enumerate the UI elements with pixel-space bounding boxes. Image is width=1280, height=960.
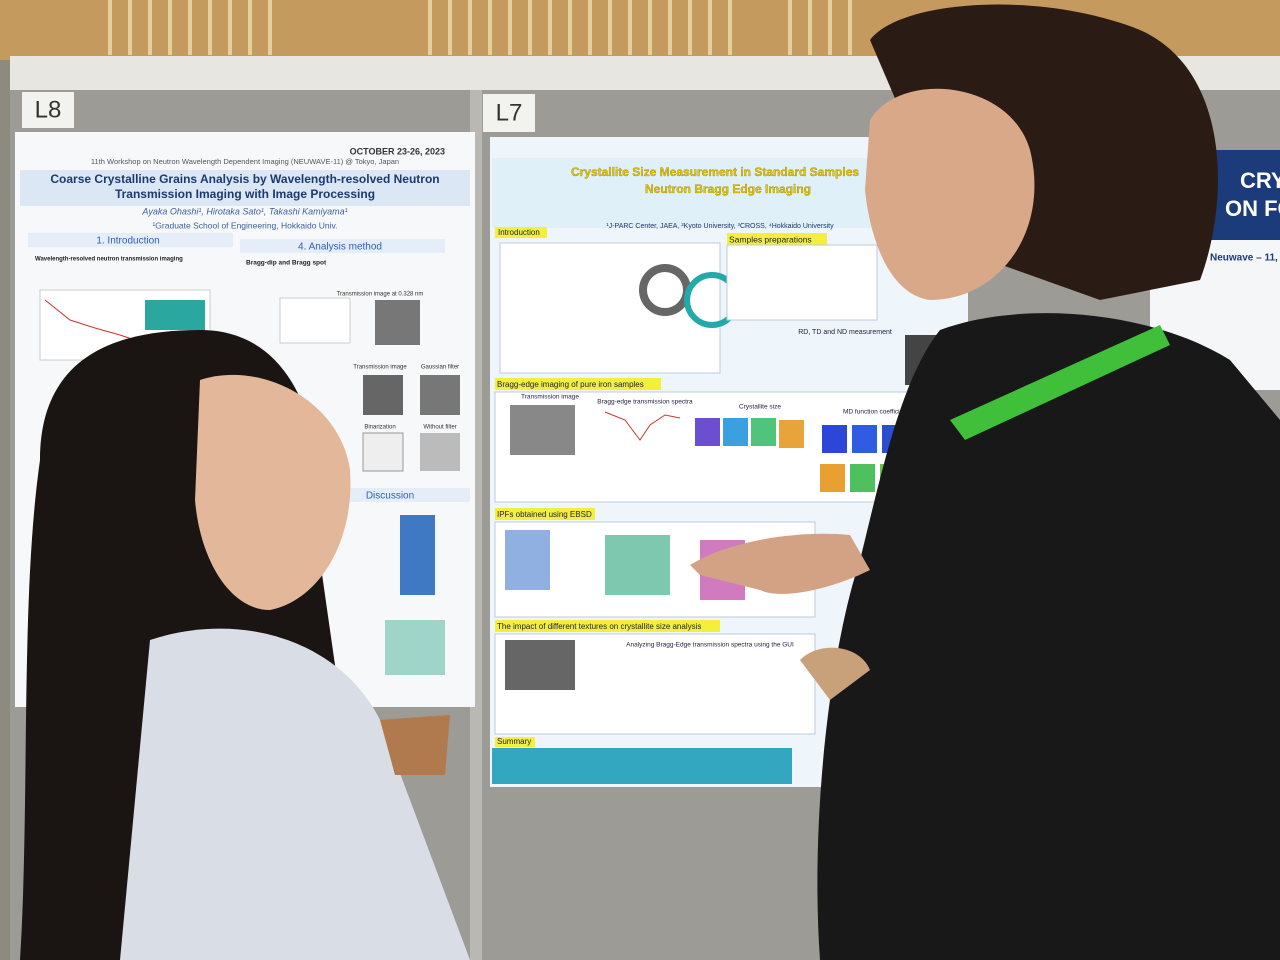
crystal-map [820,464,845,492]
section-heading: Introduction [498,228,540,237]
crystal-map [822,425,847,453]
booth-card [483,94,535,132]
summary-box [492,748,792,784]
poster-event: Neuwave – 11, T [1210,253,1280,264]
crystal-map [723,418,748,446]
transmission-image [375,300,420,345]
poster-note: Gaussian filter [421,365,459,371]
binary-image [362,432,404,472]
section-band [727,233,827,245]
poster-title: Transmission Imaging with Image Processi… [115,187,375,201]
spectrum-line [604,411,681,441]
binary-image [420,433,460,471]
section-band [28,233,233,247]
booth-card [22,92,74,128]
poster-title: ON FO [1225,196,1280,221]
ebsd-map [605,535,670,595]
person-woman-shirt [120,628,470,960]
section-heading: Samples preparations [729,234,812,244]
poster-note: Transmission image [353,365,407,371]
crystal-map [695,418,720,446]
section-heading: The impact of different textures on crys… [497,622,701,631]
transmission-image [505,640,575,690]
section-heading: 4. Analysis method [298,242,382,253]
section-band [495,227,547,238]
section-heading: Discussion [366,491,414,502]
section-band [495,378,661,390]
map-image [400,515,435,595]
wristband [800,647,870,700]
panel-label: Analyzing Bragg-Edge transmission spectr… [626,642,794,649]
poster-note: Without filter [423,425,456,431]
person-man-face [865,88,1035,300]
section-heading: 1. Introduction [96,236,159,247]
booth-label: L7 [496,99,523,126]
wall-slats [108,0,852,55]
transmission-image [510,405,575,455]
booth-label: L8 [35,96,62,123]
poster-title: Coarse Crystalline Grains Analysis by Wa… [50,172,439,186]
panel-label: Transmission image [521,394,579,401]
person-man-shirt [817,313,1280,960]
section-heading: Summary [497,737,531,746]
section-band [495,508,595,520]
poster-note: Binarization [364,425,395,431]
poster-authors: Ayaka Ohashi¹, Hirotaka Sato¹, Takashi K… [141,206,347,216]
person-woman-face [195,374,351,610]
poster-date: OCTOBER 23-26, 2023 [350,146,445,156]
table-image [726,244,878,321]
section-heading: IPFs obtained using EBSD [497,510,592,519]
poster-title-band [20,170,470,206]
person-man-hand [690,533,870,594]
poster-affiliation: ¹Graduate School of Engineering, Hokkaid… [152,220,337,230]
poster-title: Crystallite Size Measurement in Standard… [571,165,859,179]
poster-title: Neutron Bragg Edge Imaging [645,182,811,196]
transmission-image [363,375,403,415]
section-band [495,737,535,747]
chart-image [279,297,351,344]
crystal-map [779,420,804,448]
section-heading: Bragg-edge imaging of pure iron samples [497,380,644,389]
poster-note: Transmission image at 0.328 nm [337,292,424,298]
ebsd-map [505,530,550,590]
map-image [145,300,205,330]
poster-note: Wavelength-resolved neutron transmission… [35,257,183,263]
lanyard [950,325,1170,440]
crystal-map [852,425,877,453]
poster-workshop: 11th Workshop on Neutron Wavelength Depe… [91,157,399,166]
poster-title: CRYSTALLIN [1240,168,1280,193]
transmission-image [420,375,460,415]
panel-label: RD, TD and ND measurement [798,329,892,336]
subsection-heading: Bragg-dip and Bragg spot [246,260,327,267]
section-band [240,239,445,253]
3d-plot [385,620,445,675]
panel-label: Crystallite size [739,404,781,411]
crystal-map [751,418,776,446]
coffee-cup [380,715,450,775]
panel-label: MD function coefficient, R [843,409,917,416]
poster-affiliation: ¹J-PARC Center, JAEA, ²Kyoto University,… [606,223,834,230]
crystal-map [850,464,875,492]
panel-label: Bragg-edge transmission spectra [597,399,693,406]
section-band [495,620,720,632]
